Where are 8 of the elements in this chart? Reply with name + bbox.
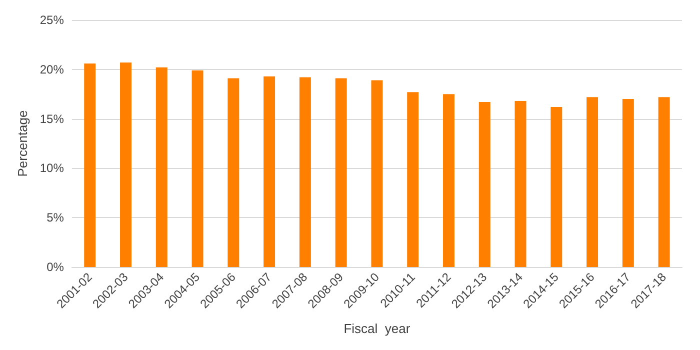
y-tick-label: 5% bbox=[46, 210, 64, 225]
y-axis-title: Percentage bbox=[15, 110, 30, 177]
y-tick-label: 10% bbox=[40, 161, 64, 176]
x-axis-title: Fiscal year bbox=[344, 321, 411, 336]
y-tick-label: 20% bbox=[40, 62, 64, 76]
y-tick-label: 25% bbox=[40, 13, 64, 27]
y-tick-label: 15% bbox=[40, 112, 64, 126]
y-tick-label: 0% bbox=[46, 260, 64, 274]
